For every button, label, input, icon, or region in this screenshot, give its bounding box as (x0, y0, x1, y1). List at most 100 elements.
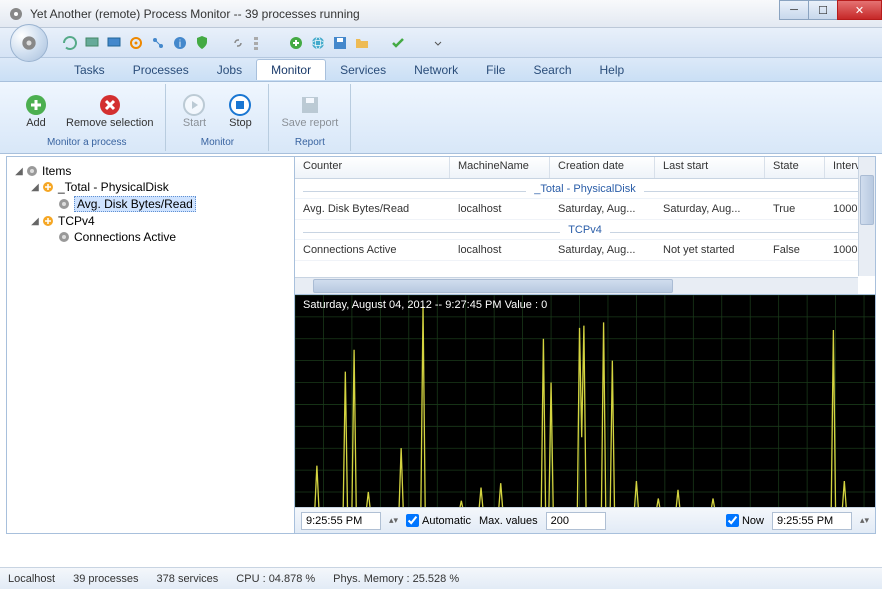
automatic-checkbox[interactable]: Automatic (406, 514, 471, 527)
maximize-button[interactable]: ☐ (808, 0, 838, 20)
ribbon-button-label: Stop (229, 118, 252, 129)
monitor2-icon[interactable] (106, 35, 122, 51)
table-row[interactable]: Connections ActivelocalhostSaturday, Aug… (295, 240, 875, 261)
check-icon[interactable] (390, 35, 406, 51)
close-button[interactable]: ✕ (837, 0, 882, 20)
grid-cell: Saturday, Aug... (655, 199, 765, 219)
refresh-icon[interactable] (62, 35, 78, 51)
menu-item-monitor[interactable]: Monitor (256, 59, 326, 80)
now-label: Now (742, 515, 764, 527)
chart-panel: Saturday, August 04, 2012 -- 9:27:45 PM … (295, 295, 875, 507)
time-stepper-icon[interactable]: ▴▾ (389, 515, 398, 526)
scrollbar-thumb[interactable] (313, 279, 673, 293)
grid-panel: CounterMachineNameCreation dateLast star… (295, 157, 875, 295)
expand-icon[interactable]: ◢ (13, 166, 25, 177)
grid-cell: Avg. Disk Bytes/Read (295, 199, 450, 219)
svg-text:i: i (179, 39, 181, 50)
remove-selection-button[interactable]: Remove selection (60, 86, 159, 136)
status-processes: 39 processes (73, 573, 138, 585)
grid-group-header[interactable]: TCPv4 (295, 220, 875, 240)
tree-category[interactable]: ◢_Total - PhysicalDisk (29, 179, 288, 195)
folder-icon[interactable] (354, 35, 370, 51)
tree-counter[interactable]: Connections Active (45, 229, 288, 245)
status-memory: Phys. Memory : 25.528 % (333, 573, 459, 585)
tree-root[interactable]: ◢Items (13, 163, 288, 179)
tree-category[interactable]: ◢ TCPv4 (29, 213, 288, 229)
column-header-machinename[interactable]: MachineName (450, 157, 550, 178)
plus-circle-icon (24, 93, 48, 117)
dropdown-icon[interactable] (434, 35, 442, 51)
add-icon[interactable] (288, 35, 304, 51)
horizontal-scrollbar[interactable] (295, 277, 858, 294)
x-circle-icon (98, 93, 122, 117)
chart-info-label: Saturday, August 04, 2012 -- 9:27:45 PM … (303, 299, 547, 311)
status-host: Localhost (8, 573, 55, 585)
tree-label: Connections Active (74, 230, 176, 244)
stop-button[interactable]: Stop (218, 86, 262, 136)
time-stepper-icon[interactable]: ▴▾ (860, 515, 869, 526)
network-icon[interactable] (150, 35, 166, 51)
monitor1-icon[interactable] (84, 35, 100, 51)
grid-cell: Saturday, Aug... (550, 199, 655, 219)
scrollbar-thumb[interactable] (860, 175, 874, 225)
vertical-scrollbar[interactable] (858, 157, 875, 276)
ribbon-group-label: Report (291, 136, 329, 149)
expand-icon[interactable]: ◢ (29, 216, 41, 227)
menubar: TasksProcessesJobsMonitorServicesNetwork… (0, 58, 882, 82)
menu-item-help[interactable]: Help (586, 60, 639, 80)
grid-cell: localhost (450, 240, 550, 260)
add-button[interactable]: Add (14, 86, 58, 136)
grid-body: _Total - PhysicalDiskAvg. Disk Bytes/Rea… (295, 179, 875, 261)
column-header-last-start[interactable]: Last start (655, 157, 765, 178)
link-icon[interactable] (230, 35, 246, 51)
menu-item-services[interactable]: Services (326, 60, 400, 80)
globe-icon[interactable] (310, 35, 326, 51)
menu-item-network[interactable]: Network (400, 60, 472, 80)
menu-item-search[interactable]: Search (519, 60, 585, 80)
now-checkbox[interactable]: Now (726, 514, 764, 527)
app-orb-button[interactable] (10, 24, 48, 62)
column-header-counter[interactable]: Counter (295, 157, 450, 178)
now-checkbox-input[interactable] (726, 514, 739, 527)
status-services: 378 services (157, 573, 219, 585)
target-icon[interactable] (128, 35, 144, 51)
ribbon-button-label: Start (183, 118, 206, 129)
counter-icon (57, 197, 71, 211)
start-button: Start (172, 86, 216, 136)
max-values-label: Max. values (479, 515, 538, 527)
grid-cell: True (765, 199, 825, 219)
end-time-input[interactable] (772, 512, 852, 530)
column-header-creation-date[interactable]: Creation date (550, 157, 655, 178)
status-cpu: CPU : 04.878 % (236, 573, 315, 585)
shield-icon[interactable] (194, 35, 210, 51)
stop-circle-icon (228, 93, 252, 117)
grid-cell: False (765, 240, 825, 260)
ribbon: AddRemove selectionMonitor a processStar… (0, 82, 882, 154)
grid-cell: localhost (450, 199, 550, 219)
tree-icon[interactable] (252, 35, 268, 51)
tree-label: TCPv4 (58, 214, 95, 228)
right-panel: CounterMachineNameCreation dateLast star… (295, 157, 875, 533)
ribbon-group-label: Monitor (197, 136, 238, 149)
gear-icon (25, 164, 39, 178)
ribbon-button-label: Remove selection (66, 118, 153, 129)
window-title: Yet Another (remote) Process Monitor -- … (30, 7, 780, 21)
column-header-state[interactable]: State (765, 157, 825, 178)
start-time-input[interactable] (301, 512, 381, 530)
max-values-input[interactable] (546, 512, 606, 530)
expand-icon[interactable]: ◢ (29, 182, 41, 193)
minimize-button[interactable]: ─ (779, 0, 809, 20)
menu-item-processes[interactable]: Processes (119, 60, 203, 80)
grid-group-header[interactable]: _Total - PhysicalDisk (295, 179, 875, 199)
grid-cell: Connections Active (295, 240, 450, 260)
automatic-label: Automatic (422, 515, 471, 527)
info-icon[interactable]: i (172, 35, 188, 51)
table-row[interactable]: Avg. Disk Bytes/ReadlocalhostSaturday, A… (295, 199, 875, 220)
menu-item-file[interactable]: File (472, 60, 519, 80)
tree-panel: ◢Items◢_Total - PhysicalDiskAvg. Disk By… (7, 157, 295, 533)
menu-item-jobs[interactable]: Jobs (203, 60, 256, 80)
menu-item-tasks[interactable]: Tasks (60, 60, 119, 80)
automatic-checkbox-input[interactable] (406, 514, 419, 527)
save-icon[interactable] (332, 35, 348, 51)
tree-counter[interactable]: Avg. Disk Bytes/Read (45, 195, 288, 213)
